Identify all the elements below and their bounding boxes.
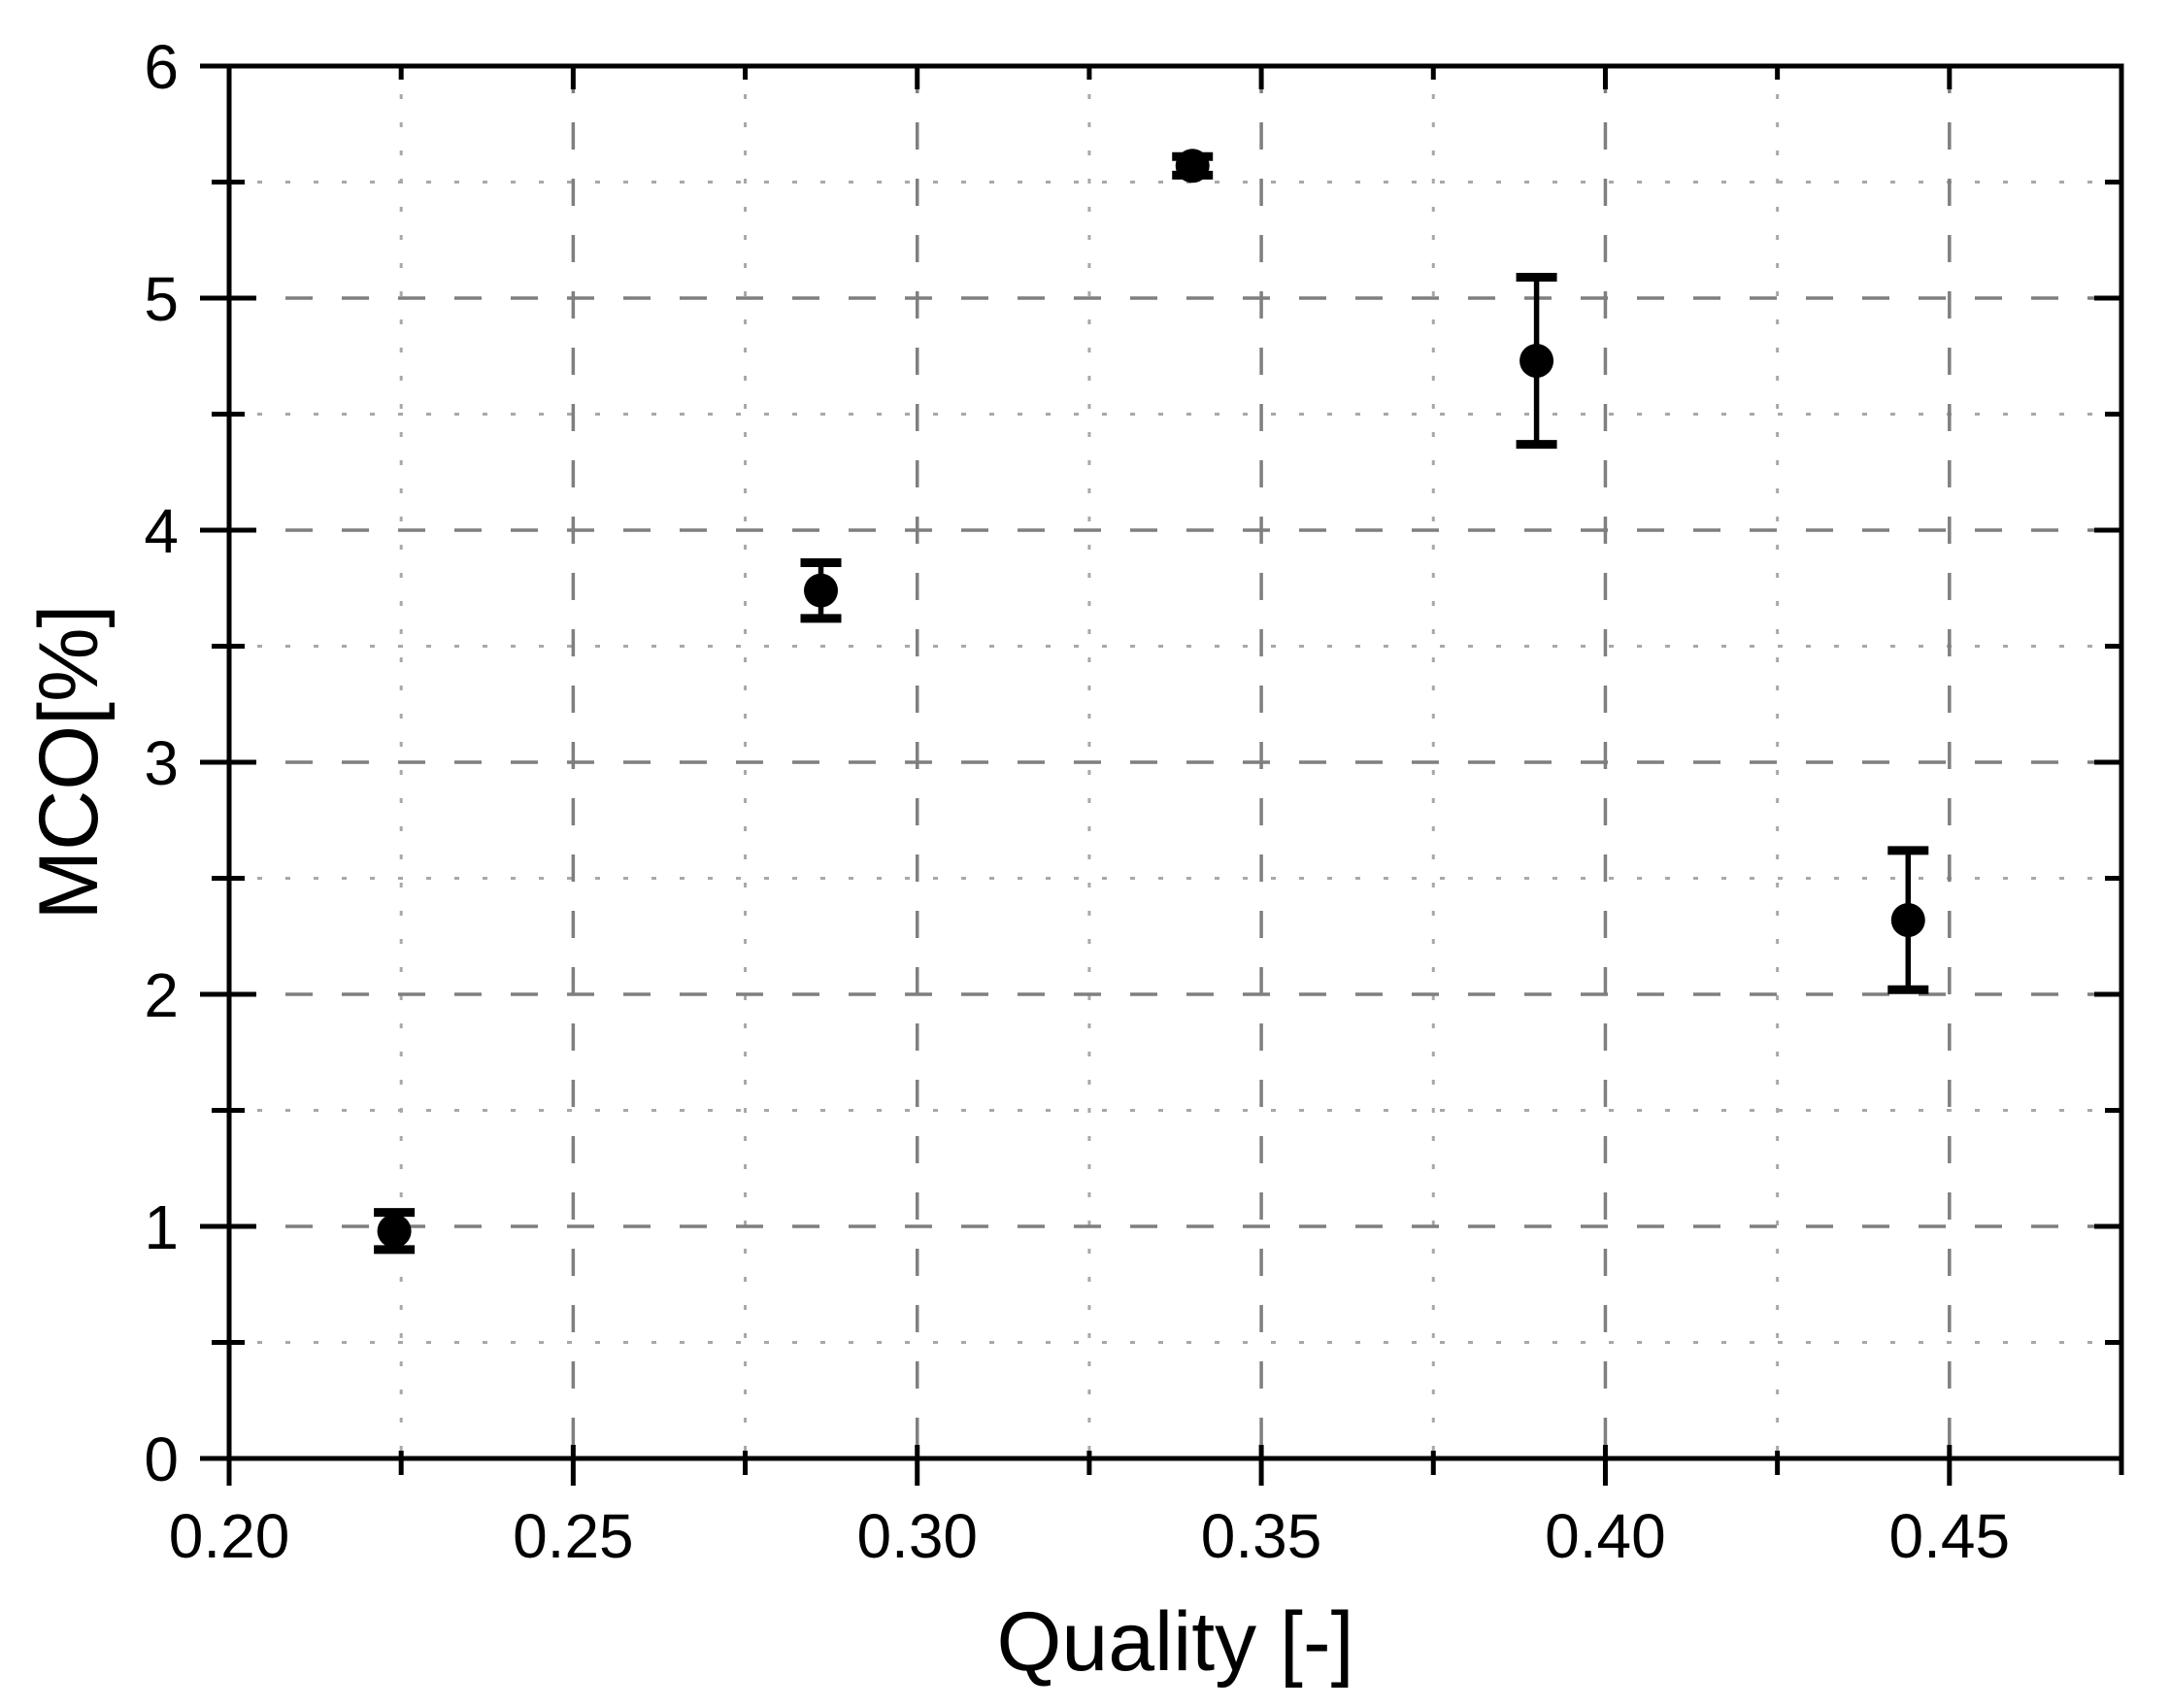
x-tick-label: 0.45 [1889,1501,2011,1571]
y-tick-label: 4 [144,496,179,566]
y-axis-title: MCO[%] [22,605,116,921]
axis-ticks [200,63,2124,1486]
data-point-group [1516,272,1557,450]
x-tick-label: 0.25 [513,1501,634,1571]
data-point [377,1214,412,1249]
y-tick-label: 5 [144,264,179,334]
y-tick-label: 6 [144,32,179,102]
data-point [1175,149,1210,184]
y-tick-label: 2 [144,960,179,1030]
data-points-layer [374,149,1929,1255]
x-tick-label: 0.20 [169,1501,290,1571]
minor-gridlines [229,66,2121,1458]
tick-labels: 0.20 0.25 0.30 0.35 0.40 0.45 0 1 2 3 4 5 6 [144,32,2010,1571]
data-point [804,573,839,608]
data-point-group [1172,149,1214,184]
data-point [1890,903,1925,938]
x-tick-label: 0.30 [856,1501,978,1571]
x-tick-label: 0.35 [1201,1501,1322,1571]
data-point-group [1887,846,1929,994]
x-tick-label: 0.40 [1545,1501,1666,1571]
y-tick-label: 3 [144,728,179,798]
data-point-group [800,557,842,623]
y-tick-label: 0 [144,1424,179,1494]
x-axis-title: Quality [-] [997,1595,1354,1689]
data-point [1519,344,1554,379]
data-point-group [374,1208,416,1255]
plot-border [226,63,2124,1461]
y-tick-label: 1 [144,1192,179,1262]
major-gridlines [229,66,2121,1458]
